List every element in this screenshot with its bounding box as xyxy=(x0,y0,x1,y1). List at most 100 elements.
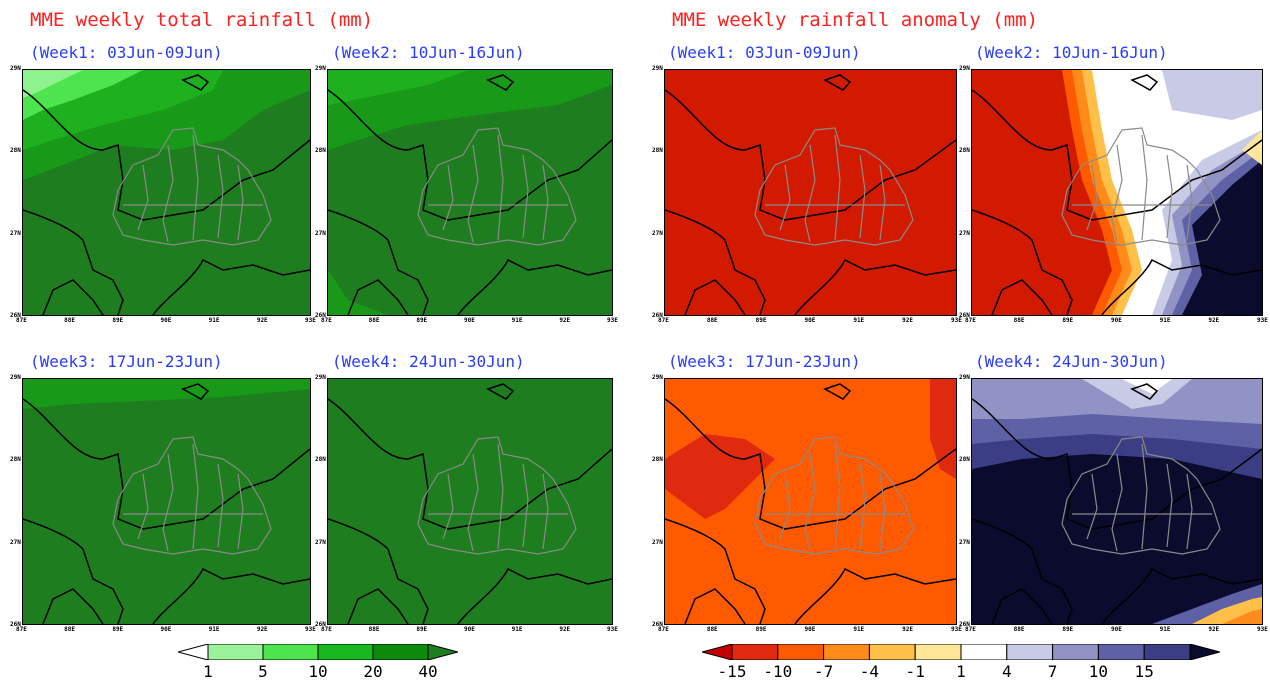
lat-tick-label: 29N xyxy=(315,65,326,72)
colorbar-swatch xyxy=(700,643,733,661)
lon-tick-label: 87E xyxy=(658,626,669,633)
lat-tick-label: 26N xyxy=(10,312,21,319)
colorbar-label: 5 xyxy=(258,662,268,681)
lat-tick-label: 28N xyxy=(652,456,663,464)
colorbar-label: 1 xyxy=(956,662,966,681)
colorbar-label: 10 xyxy=(308,662,328,681)
colorbar-swatch xyxy=(1143,643,1191,661)
lon-tick-label: 92E xyxy=(559,317,571,324)
anomaly-week3-field xyxy=(665,379,956,624)
colorbar-swatch xyxy=(317,643,374,661)
anomaly-week1-field xyxy=(665,70,956,315)
anom-week1-label: (Week1: 03Jun-09Jun) xyxy=(668,43,861,62)
anomaly-colorbar xyxy=(700,643,1222,661)
lon-tick-label: 91E xyxy=(511,317,523,324)
rain-week4-label: (Week4: 24Jun-30Jun) xyxy=(332,352,525,371)
colorbar-label: 40 xyxy=(418,662,438,681)
lon-tick-label: 90E xyxy=(464,317,475,324)
colorbar-swatch xyxy=(777,643,825,661)
lon-tick-label: 93E xyxy=(1257,626,1268,633)
lat-tick-label: 29N xyxy=(10,65,21,72)
colorbar-label: -7 xyxy=(813,662,834,681)
lat-tick-label: 28N xyxy=(652,147,663,155)
rainfall-map-week3 xyxy=(22,378,311,625)
colorbar-label: 10 xyxy=(1088,662,1109,681)
anom-week2-label: (Week2: 10Jun-16Jun) xyxy=(975,43,1168,62)
lat-tick-label: 26N xyxy=(10,621,21,628)
lon-tick-label: 87E xyxy=(321,317,332,324)
lon-tick-label: 93E xyxy=(607,626,618,633)
lon-tick-label: 93E xyxy=(305,317,316,324)
lat-tick-label: 29N xyxy=(959,65,970,72)
anomaly-map-week3 xyxy=(664,378,957,625)
lat-tick-label: 28N xyxy=(315,456,326,464)
lon-tick-label: 87E xyxy=(16,626,27,633)
lon-tick-label: 88E xyxy=(1013,626,1025,633)
lon-tick-label: 90E xyxy=(160,626,172,633)
lon-tick-label: 93E xyxy=(305,626,316,633)
colorbar-label: -4 xyxy=(859,662,880,681)
lat-tick-label: 28N xyxy=(959,147,970,155)
rain-week3-label: (Week3: 17Jun-23Jun) xyxy=(30,352,223,371)
lon-tick-label: 89E xyxy=(755,626,767,633)
colorbar-swatch xyxy=(207,643,264,661)
lon-tick-label: 91E xyxy=(853,626,865,633)
lon-tick-label: 87E xyxy=(658,317,669,324)
lon-tick-label: 90E xyxy=(1111,626,1122,633)
colorbar-swatch xyxy=(823,643,870,661)
colorbar-swatch xyxy=(914,643,962,661)
colorbar-swatch xyxy=(1006,643,1054,661)
lon-tick-label: 91E xyxy=(853,317,865,324)
lat-tick-label: 27N xyxy=(10,229,21,237)
anomaly-week4-field xyxy=(972,379,1262,624)
lat-tick-label: 27N xyxy=(315,229,326,237)
lon-tick-label: 87E xyxy=(321,626,332,633)
colorbar-label: 1 xyxy=(203,662,213,681)
rainfall-map-week4 xyxy=(327,378,613,625)
lat-tick-label: 28N xyxy=(959,456,970,464)
rainfall-map-week2 xyxy=(327,69,613,316)
lat-tick-label: 29N xyxy=(10,374,21,381)
lon-tick-label: 90E xyxy=(804,626,816,633)
lon-tick-label: 92E xyxy=(902,317,913,324)
rainfall-colorbar xyxy=(176,643,460,661)
colorbar-swatch xyxy=(427,643,460,661)
colorbar-label: -1 xyxy=(905,662,925,681)
lon-tick-label: 88E xyxy=(706,317,718,324)
lon-tick-label: 89E xyxy=(1062,626,1074,633)
rain-week1-label: (Week1: 03Jun-09Jun) xyxy=(30,43,223,62)
lon-tick-label: 93E xyxy=(951,317,962,324)
lat-tick-label: 26N xyxy=(652,312,663,319)
rainfall-week3-field xyxy=(23,379,310,624)
lon-tick-label: 90E xyxy=(464,626,475,633)
anomaly-colorbar-swatches xyxy=(700,643,1222,661)
lat-tick-label: 28N xyxy=(315,147,326,155)
anom-week3-label: (Week3: 17Jun-23Jun) xyxy=(668,352,861,371)
lon-tick-label: 89E xyxy=(1062,317,1074,324)
lon-tick-label: 92E xyxy=(902,626,913,633)
colorbar-label: -15 xyxy=(717,662,747,681)
colorbar-swatch xyxy=(868,643,916,661)
lon-tick-label: 89E xyxy=(416,317,428,324)
lon-tick-label: 89E xyxy=(755,317,767,324)
lon-tick-label: 88E xyxy=(64,317,75,324)
lon-tick-label: 88E xyxy=(368,626,380,633)
colorbar-swatch xyxy=(1097,643,1145,661)
colorbar-label: -10 xyxy=(763,662,793,681)
lat-tick-label: 29N xyxy=(315,374,326,381)
lon-tick-label: 91E xyxy=(208,317,220,324)
lat-tick-label: 27N xyxy=(959,229,970,237)
lat-tick-label: 27N xyxy=(652,538,663,546)
colorbar-label: 15 xyxy=(1134,662,1154,681)
anomaly-map-week1 xyxy=(664,69,957,316)
lon-tick-label: 88E xyxy=(368,317,380,324)
colorbar-swatch xyxy=(960,643,1008,661)
lat-tick-label: 27N xyxy=(652,229,663,237)
rainfall-title: MME weekly total rainfall (mm) xyxy=(30,9,374,31)
rainfall-week4-field xyxy=(328,379,612,624)
lon-tick-label: 93E xyxy=(1257,317,1268,324)
lon-tick-label: 91E xyxy=(511,626,523,633)
colorbar-swatch xyxy=(731,643,779,661)
lon-tick-label: 90E xyxy=(804,317,816,324)
colorbar-swatch xyxy=(1052,643,1099,661)
